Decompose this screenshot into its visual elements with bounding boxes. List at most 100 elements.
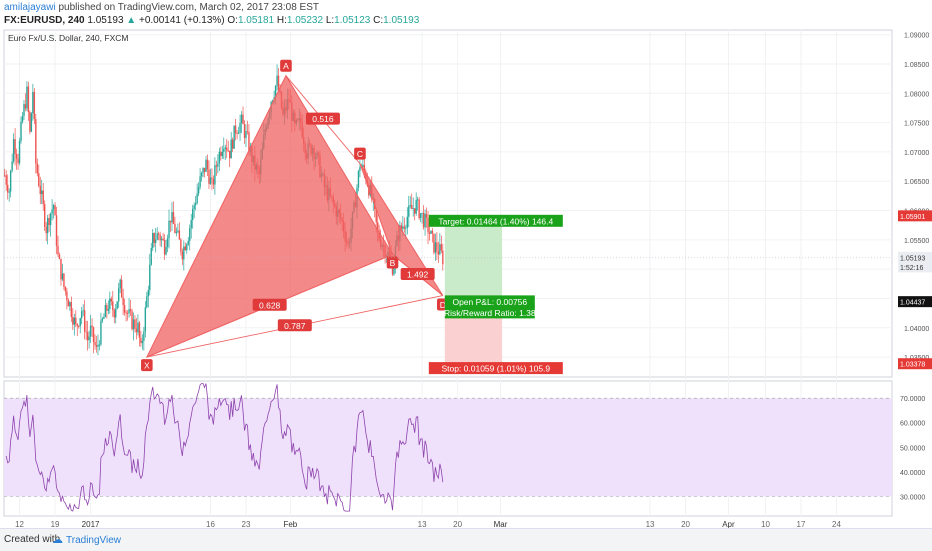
candle-body: [123, 305, 126, 313]
low-label: L:: [325, 15, 335, 26]
symbol-label[interactable]: FX:EURUSD, 240: [4, 15, 85, 26]
candle-body: [155, 239, 157, 243]
price-axis-label-text: 1.04437: [900, 300, 925, 307]
candle-body: [243, 124, 246, 138]
candle-body: [377, 222, 379, 231]
rsi-tick-label: 70.0000: [900, 396, 925, 403]
candle-body: [181, 251, 184, 260]
candle-body: [159, 234, 161, 241]
candle-body: [20, 121, 22, 142]
pattern-point-label: X: [141, 359, 153, 372]
pattern-ratio-label: 0.787: [277, 319, 312, 332]
price-axis-label-text: 1.05901: [900, 214, 925, 221]
candle-body: [171, 212, 173, 223]
candle-body: [38, 173, 40, 186]
candle-body: [197, 187, 200, 194]
candle-body: [26, 86, 28, 109]
candle-body: [245, 131, 247, 138]
candle-body: [419, 213, 422, 219]
risk-reward-label-bg: [444, 306, 535, 319]
pattern-ratio-label-text: 0.516: [312, 114, 334, 124]
rsi-band: [4, 398, 892, 497]
candle-body: [152, 233, 154, 249]
candle-body: [231, 139, 234, 149]
candle-body: [81, 311, 83, 319]
time-tick-label: 10: [761, 520, 770, 528]
candle-body: [409, 205, 411, 206]
author-link[interactable]: amilajayawi: [4, 2, 56, 13]
candle-body: [95, 345, 98, 347]
candle-body: [46, 218, 49, 234]
candle-body: [439, 244, 441, 255]
pattern-point-label-bg: [386, 256, 399, 269]
candle-body: [131, 311, 133, 330]
candle-body: [11, 161, 13, 171]
candle-body: [375, 209, 377, 223]
candle-body: [23, 104, 25, 116]
candle-body: [119, 279, 121, 289]
pattern-point-label-bg: [354, 147, 366, 160]
price-tick-label: 1.07500: [904, 121, 929, 128]
candle-body: [169, 220, 172, 223]
candle-body: [88, 336, 90, 341]
candle-body: [190, 220, 192, 229]
price-axis-label-bg: [898, 358, 932, 370]
created-with-text: Created with: [4, 534, 61, 545]
candle-body: [187, 240, 189, 245]
candle-body: [27, 86, 30, 113]
price-axis-label-bg: [898, 261, 932, 273]
time-tick-label: Mar: [494, 520, 508, 528]
candle-body: [128, 309, 130, 314]
rsi-tick-label: 40.0000: [900, 470, 925, 477]
candle-body: [193, 205, 195, 209]
price-tick-label: 1.09000: [904, 33, 929, 40]
candle-body: [178, 230, 181, 240]
candle-body: [57, 245, 59, 255]
candle-body: [196, 193, 198, 204]
ohlc-line: FX:EURUSD, 240 1.05193 ▲ +0.00141 (+0.13…: [4, 15, 419, 26]
candle-body: [422, 212, 425, 228]
candle-body: [153, 233, 155, 243]
pattern-point-label-text: B: [390, 258, 396, 268]
candle-body: [9, 170, 12, 192]
price-tick-label: 1.07000: [904, 150, 929, 157]
candle-body: [400, 225, 403, 229]
candle-body: [134, 319, 136, 329]
candle-body: [39, 185, 41, 195]
time-tick-label: 12: [15, 520, 24, 528]
candle-body: [60, 258, 62, 280]
candle-body: [137, 322, 139, 333]
pattern-point-label: A: [280, 59, 292, 72]
pattern-point-label: C: [354, 147, 366, 160]
candle-body: [212, 178, 215, 185]
candle-body: [230, 139, 232, 159]
price-chart[interactable]: 1.035001.040001.045001.050001.055001.060…: [0, 28, 932, 528]
candle-body: [214, 165, 216, 185]
candle-body: [229, 150, 231, 159]
candle-body: [135, 328, 138, 333]
candle-body: [186, 244, 188, 250]
candle-body: [177, 230, 179, 232]
candle-body: [8, 191, 10, 193]
tradingview-brand-link[interactable]: ☁ TradingView: [52, 533, 121, 546]
price-axis-label-text: 1.03378: [900, 362, 925, 369]
candle-body: [18, 141, 21, 164]
pattern-point-label-bg: [141, 359, 153, 372]
candle-body: [168, 220, 170, 239]
tradingview-brand-text: TradingView: [66, 535, 122, 546]
candle-body: [440, 244, 443, 251]
candle-body: [160, 238, 163, 241]
price-tick-label: 1.05500: [904, 238, 929, 245]
candle-body: [86, 332, 89, 341]
candle-body: [129, 309, 132, 312]
candle-body: [4, 175, 6, 177]
candle-body: [436, 242, 438, 252]
pattern-point-label-text: X: [144, 361, 150, 371]
candle-body: [427, 218, 429, 233]
candle-body: [233, 125, 235, 149]
candle-body: [110, 298, 112, 302]
candle-body: [242, 114, 244, 125]
candle-body: [200, 172, 203, 177]
candle-body: [132, 319, 135, 330]
rsi-tick-label: 50.0000: [900, 445, 925, 452]
